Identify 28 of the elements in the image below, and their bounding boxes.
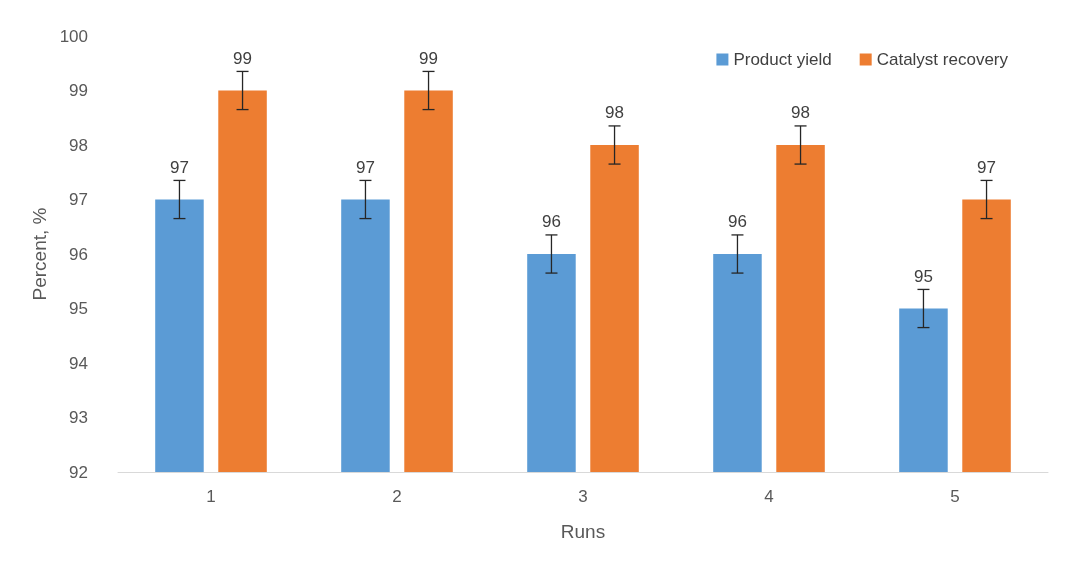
y-tick-label: 95 <box>69 299 88 318</box>
x-tick-label: 2 <box>392 487 402 506</box>
y-tick-label: 96 <box>69 244 88 264</box>
y-tick-label: 97 <box>69 190 88 209</box>
data-label: 99 <box>233 48 252 68</box>
data-label: 97 <box>977 157 996 177</box>
x-tick-label: 1 <box>206 487 216 506</box>
y-tick-label: 94 <box>69 353 88 373</box>
y-tick-label: 93 <box>69 408 88 427</box>
data-label: 96 <box>728 212 747 231</box>
data-label: 97 <box>356 157 375 177</box>
data-label: 98 <box>791 103 810 122</box>
legend-label: Product yield <box>733 50 832 69</box>
x-tick-label: 3 <box>578 487 588 506</box>
x-tick-label: 5 <box>950 487 960 506</box>
legend-label: Catalyst recovery <box>876 50 1009 69</box>
x-axis-title: Runs <box>560 521 606 542</box>
data-label: 96 <box>542 212 561 231</box>
x-tick-label: 4 <box>764 487 774 506</box>
data-label: 97 <box>170 157 189 177</box>
y-tick-label: 92 <box>69 462 88 482</box>
y-tick-label: 99 <box>69 81 88 100</box>
data-label: 98 <box>605 103 624 122</box>
y-axis-title: Percent, % <box>28 207 50 301</box>
y-tick-label: 98 <box>69 135 88 155</box>
data-label: 95 <box>914 266 933 286</box>
y-tick-label: 100 <box>59 26 88 46</box>
data-label: 99 <box>419 48 438 68</box>
